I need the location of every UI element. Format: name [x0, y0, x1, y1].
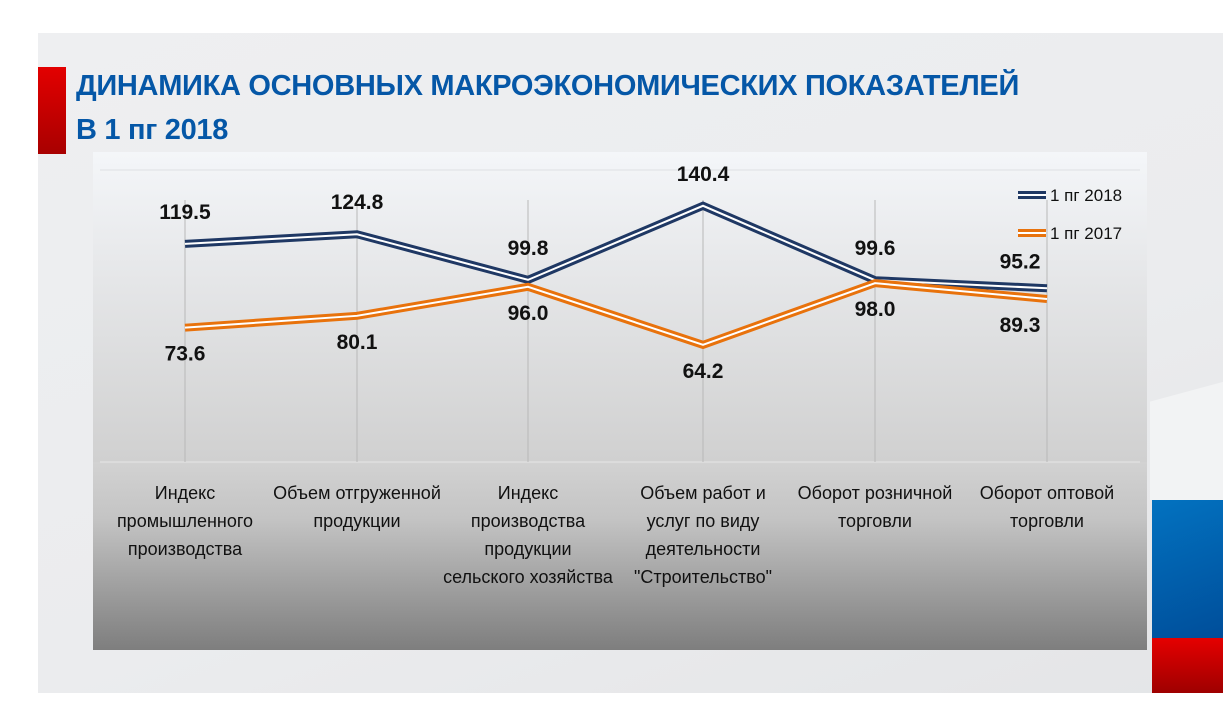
series-line-highlight-0: [184, 204, 1048, 290]
plot-area: [93, 152, 1147, 462]
data-label: 140.4: [677, 163, 730, 186]
data-label: 99.6: [855, 237, 896, 260]
title-line-2: В 1 пг 2018: [76, 114, 229, 146]
data-label: 96.0: [508, 302, 549, 325]
page-title: ДИНАМИКА ОСНОВНЫХ МАКРОЭКОНОМИЧЕСКИХ ПОК…: [76, 64, 1019, 152]
category-label: Объем работ и услуг по виду деятельности…: [633, 483, 773, 587]
data-label: 80.1: [337, 331, 378, 354]
category-label: Оборот розничной торговли: [797, 483, 953, 531]
data-label: 89.3: [1000, 314, 1041, 337]
category-label: Индекс производства продукции сельского …: [443, 483, 613, 587]
decorative-swoosh: [1150, 380, 1223, 500]
category-axis-area: [93, 462, 1147, 650]
data-label: 124.8: [331, 191, 384, 214]
category-label: Оборот оптовой торговли: [979, 483, 1115, 531]
data-label: 98.0: [855, 298, 896, 321]
title-accent-bar: [38, 67, 66, 154]
series-line-highlight-1: [184, 282, 1048, 346]
data-label: 64.2: [683, 360, 724, 383]
flag-blue-stripe: [1152, 500, 1223, 638]
data-label: 99.8: [508, 237, 549, 260]
data-label: 95.2: [1000, 250, 1041, 273]
category-label: Объем отгруженной продукции: [273, 483, 441, 531]
legend-label-1: 1 пг 2017: [1050, 224, 1122, 243]
data-label: 73.6: [165, 343, 206, 366]
category-label: Индекс промышленного производства: [116, 483, 254, 559]
data-label: 119.5: [159, 201, 211, 224]
flag-red-stripe: [1152, 638, 1223, 693]
title-line-1: ДИНАМИКА ОСНОВНЫХ МАКРОЭКОНОМИЧЕСКИХ ПОК…: [76, 70, 1019, 102]
legend-label-0: 1 пг 2018: [1050, 186, 1122, 205]
